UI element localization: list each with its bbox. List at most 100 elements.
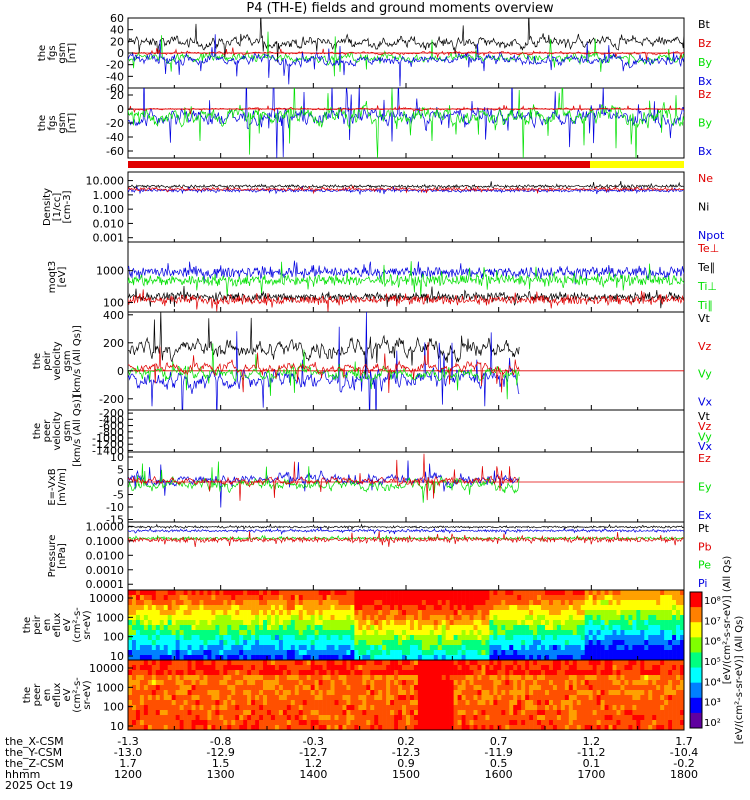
heatmap-cell: [652, 695, 657, 701]
heatmap-cell: [604, 680, 609, 686]
heatmap-cell: [568, 685, 574, 691]
heatmap-cell: [580, 630, 586, 636]
heatmap-cell: [203, 700, 208, 706]
heatmap-cell: [469, 695, 474, 701]
heatmap-cell: [429, 625, 435, 631]
heatmap-cell: [294, 645, 300, 651]
heatmap-cell: [413, 675, 419, 681]
heatmap-cell: [203, 640, 208, 646]
heatmap-cell: [195, 720, 200, 726]
heatmap-cell: [267, 705, 272, 711]
heatmap-cell: [235, 645, 240, 651]
heatmap-cell: [676, 710, 681, 716]
heatmap-cell: [294, 625, 300, 631]
heatmap-cell: [533, 655, 538, 661]
heatmap-cell: [263, 685, 268, 691]
ytick-label: -20: [106, 117, 124, 130]
heatmap-cell: [294, 670, 300, 676]
legend-entry: Vt: [698, 312, 711, 325]
heatmap-cell: [529, 590, 534, 596]
heatmap-cell: [128, 610, 133, 616]
colorbar-tick-label: 10⁸: [704, 596, 721, 607]
heatmap-cell: [417, 635, 423, 641]
heatmap-cell: [584, 635, 589, 641]
heatmap-cell: [402, 590, 407, 596]
heatmap-cell: [660, 665, 665, 671]
heatmap-cell: [187, 680, 192, 686]
heatmap-cell: [477, 620, 482, 626]
heatmap-cell: [191, 700, 196, 706]
heatmap-cell: [505, 625, 510, 631]
heatmap-cell: [338, 695, 343, 701]
heatmap-cell: [251, 660, 256, 666]
heatmap-cell: [409, 620, 415, 626]
heatmap-cell: [274, 700, 280, 706]
heatmap-cell: [632, 590, 637, 596]
heatmap-cell: [358, 645, 363, 651]
heatmap-cell: [592, 680, 597, 686]
colorbar-segment: [690, 637, 702, 653]
heatmap-cell: [211, 680, 216, 686]
heatmap-cell: [592, 645, 597, 651]
heatmap-cell: [143, 630, 149, 636]
ytick-label: 10: [110, 650, 124, 663]
heatmap-cell: [552, 630, 558, 636]
heatmap-cell: [505, 705, 510, 711]
heatmap-cell: [628, 590, 633, 596]
heatmap-cell: [151, 680, 157, 686]
heatmap-cell: [433, 665, 439, 671]
heatmap-cell: [263, 715, 268, 721]
heatmap-cell: [191, 595, 196, 601]
heatmap-cell: [346, 645, 351, 651]
heatmap-cell: [644, 725, 649, 731]
heatmap-cell: [394, 695, 399, 701]
heatmap-cell: [560, 695, 566, 701]
heatmap-cell: [556, 630, 562, 636]
heatmap-cell: [676, 650, 681, 656]
heatmap-cell: [636, 630, 641, 636]
heatmap-cell: [437, 720, 443, 726]
heatmap-cell: [298, 720, 304, 726]
heatmap-cell: [545, 665, 550, 671]
heatmap-cell: [572, 695, 578, 701]
heatmap-cell: [505, 665, 510, 671]
heatmap-cell: [394, 625, 399, 631]
heatmap-cell: [481, 670, 486, 676]
heatmap-cell: [358, 660, 363, 666]
heatmap-cell: [390, 705, 395, 711]
heatmap-cell: [497, 685, 502, 691]
heatmap-cell: [604, 705, 609, 711]
heatmap-cell: [314, 595, 319, 601]
heatmap-cell: [449, 620, 454, 626]
heatmap-cell: [552, 635, 558, 641]
heatmap-cell: [441, 630, 447, 636]
heatmap-cell: [163, 590, 169, 596]
heatmap-cell: [656, 690, 661, 696]
heatmap-cell: [505, 725, 510, 731]
heatmap-cell: [267, 595, 272, 601]
heatmap-cell: [513, 685, 518, 691]
heatmap-cell: [219, 600, 224, 606]
heatmap-cell: [223, 610, 228, 616]
heatmap-cell: [235, 710, 240, 716]
heatmap-cell: [545, 680, 550, 686]
heatmap-cell: [350, 610, 355, 616]
heatmap-cell: [378, 625, 383, 631]
heatmap-cell: [564, 700, 570, 706]
heatmap-cell: [664, 705, 669, 711]
heatmap-cell: [568, 660, 574, 666]
heatmap-cell: [421, 695, 427, 701]
heatmap-cell: [461, 595, 466, 601]
heatmap-cell: [326, 625, 331, 631]
heatmap-cell: [608, 720, 613, 726]
heatmap-cell: [151, 685, 157, 691]
heatmap-cell: [251, 650, 256, 656]
heatmap-cell: [386, 590, 391, 596]
heatmap-cell: [243, 675, 248, 681]
heatmap-cell: [223, 655, 228, 661]
heatmap-cell: [366, 625, 371, 631]
heatmap-cell: [433, 625, 439, 631]
heatmap-cell: [664, 710, 669, 716]
heatmap-cell: [441, 670, 447, 676]
heatmap-cell: [330, 680, 335, 686]
